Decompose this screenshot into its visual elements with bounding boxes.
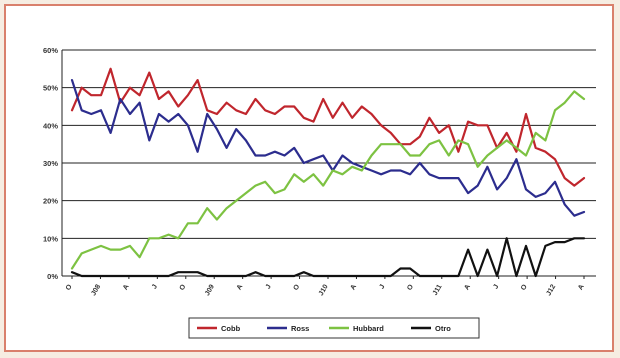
x-tick-label: J (379, 283, 387, 290)
series-line-cobb (70, 67, 586, 187)
y-tick-label: 30% (43, 159, 58, 168)
y-tick-label: 60% (43, 46, 58, 55)
y-tick-label: 0% (47, 272, 58, 281)
legend-label-ross: Ross (291, 324, 309, 333)
chart-frame: 0% 10% 20% 30% 40% 50% 60% O J08 A J O J09 A J O J10 A J O… (4, 4, 614, 352)
x-tick-label: A (122, 284, 131, 292)
y-tick-label: 50% (43, 84, 58, 93)
x-tick-label: A (463, 284, 472, 292)
x-tick-label: J12 (545, 283, 557, 297)
x-tick-label: O (65, 283, 74, 292)
y-tick-label: 20% (43, 197, 58, 206)
x-tick-label: J (492, 283, 500, 290)
legend-label-otro: Otro (435, 324, 451, 333)
x-tick-label: O (520, 283, 529, 292)
x-tick-label: O (292, 283, 301, 292)
x-tick-label: J (151, 283, 159, 290)
x-tick-label: J08 (90, 283, 102, 297)
x-tick-label: J11 (432, 283, 444, 296)
series-line-hubbard (70, 90, 586, 270)
y-tick-label: 40% (43, 121, 58, 130)
x-tick-label: J (265, 283, 273, 290)
line-chart: 0% 10% 20% 30% 40% 50% 60% O J08 A J O J09 A J O J10 A J O… (43, 46, 596, 339)
x-tick-label: A (350, 284, 359, 292)
legend-label-hubbard: Hubbard (353, 324, 384, 333)
series-line-ross (70, 78, 586, 217)
x-tick-label: J10 (318, 283, 330, 297)
x-tick-label: A (577, 284, 586, 292)
legend-label-cobb: Cobb (221, 324, 241, 333)
x-tick-label: O (179, 283, 188, 292)
x-tick-label: A (236, 284, 245, 292)
series-line-otro (70, 237, 586, 278)
y-tick-label: 10% (43, 234, 58, 243)
x-tick-label: O (406, 283, 415, 292)
x-tick-label: J09 (204, 283, 216, 297)
